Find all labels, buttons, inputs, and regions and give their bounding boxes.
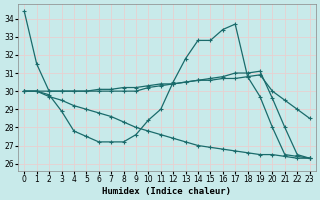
X-axis label: Humidex (Indice chaleur): Humidex (Indice chaleur): [102, 187, 231, 196]
